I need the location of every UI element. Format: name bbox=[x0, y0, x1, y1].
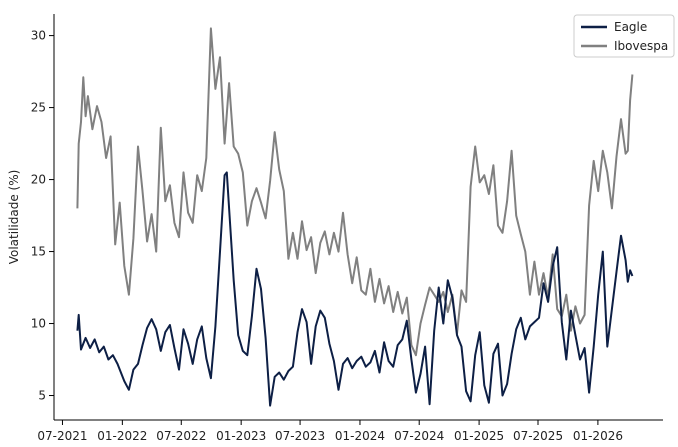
y-tick-label: 15 bbox=[31, 245, 46, 259]
y-tick-label: 25 bbox=[31, 101, 46, 115]
x-tick-label: 01-2025 bbox=[454, 429, 504, 443]
y-tick-label: 30 bbox=[31, 29, 46, 43]
x-tick-label: 07-2022 bbox=[156, 429, 206, 443]
y-axis-label: Volatilidade (%) bbox=[7, 170, 21, 265]
axes: Volatilidade (%) bbox=[7, 14, 663, 421]
x-tick-label: 01-2022 bbox=[97, 429, 147, 443]
x-tick-label: 07-2025 bbox=[513, 429, 563, 443]
x-tick-label: 07-2024 bbox=[394, 429, 444, 443]
y-tick-label: 10 bbox=[31, 317, 46, 331]
x-tick-label: 07-2021 bbox=[37, 429, 87, 443]
x-tick-label: 07-2023 bbox=[275, 429, 325, 443]
series bbox=[76, 27, 634, 407]
legend-label-eagle: Eagle bbox=[614, 20, 647, 34]
series-line-ibovespa bbox=[76, 27, 634, 357]
x-tick-label: 01-2023 bbox=[216, 429, 266, 443]
ticks: 5 10 15 20 25 30 07-2021 01-2022 07-2022 01-2023 0… bbox=[31, 29, 623, 443]
y-tick-label: 20 bbox=[31, 173, 46, 187]
x-tick-label: 01-2024 bbox=[335, 429, 385, 443]
legend-label-ibovespa: Ibovespa bbox=[614, 39, 668, 53]
series-line-eagle bbox=[76, 171, 634, 407]
legend: Eagle Ibovespa bbox=[573, 14, 675, 58]
y-tick-label: 5 bbox=[38, 389, 46, 403]
x-tick-label: 01-2026 bbox=[573, 429, 623, 443]
